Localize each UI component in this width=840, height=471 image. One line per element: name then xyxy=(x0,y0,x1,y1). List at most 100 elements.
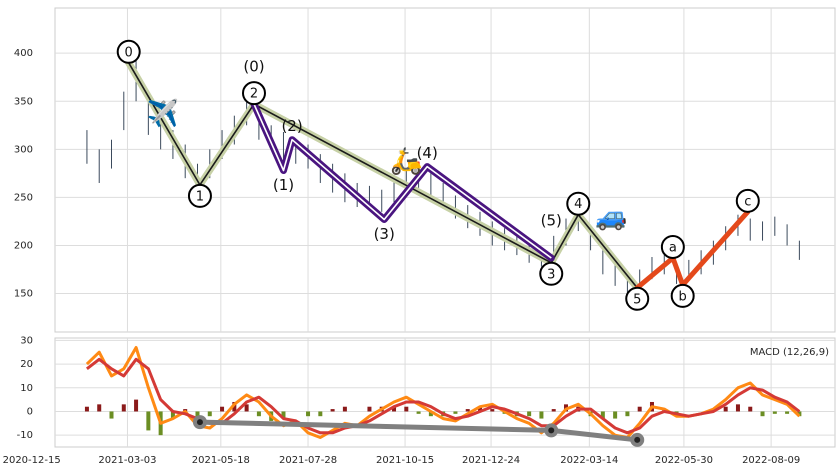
wave-label-circle xyxy=(539,261,564,286)
y-tick-label: 300 xyxy=(14,144,33,155)
wave-label: b xyxy=(679,289,687,304)
histogram-bar xyxy=(207,411,212,417)
histogram-bar xyxy=(121,404,126,412)
histogram-bar xyxy=(428,411,433,417)
y-tick-label: 350 xyxy=(14,96,33,107)
x-tick-label: 2022-05-30 xyxy=(655,455,713,466)
y-tick-label: 250 xyxy=(14,192,33,203)
histogram-bar xyxy=(551,409,556,412)
wave-label-circle xyxy=(187,183,212,208)
wave-label: 5 xyxy=(633,292,641,307)
histogram-bar xyxy=(330,409,335,412)
histogram-bar xyxy=(637,406,642,412)
wave-label: 0 xyxy=(125,45,133,60)
icon: 🛵 xyxy=(390,146,422,176)
wave-label-circle xyxy=(625,286,650,311)
histogram-bar xyxy=(797,411,802,417)
histogram-bar xyxy=(109,411,114,419)
wave-label: (0) xyxy=(243,58,264,76)
x-tick-label: 2021-07-28 xyxy=(279,455,337,466)
y-tick-label: 400 xyxy=(14,48,33,59)
divergence-dot xyxy=(196,419,203,426)
histogram-bar xyxy=(170,411,175,419)
histogram-bar xyxy=(735,404,740,412)
wave-label: 4 xyxy=(574,197,582,212)
wave-label: 2 xyxy=(250,87,258,102)
x-tick-label: 2020-12-15 xyxy=(3,455,61,466)
divergence-dot xyxy=(634,436,641,443)
histogram-bar xyxy=(306,411,311,417)
y-tick-label: 0 xyxy=(27,406,33,417)
histogram-bar xyxy=(490,409,495,412)
wave-line-core xyxy=(253,103,552,259)
x-tick-label: 2021-03-03 xyxy=(98,455,156,466)
histogram-bar xyxy=(748,406,753,412)
histogram-bar xyxy=(134,399,139,412)
wave-label: c xyxy=(744,194,751,209)
histogram-bar xyxy=(723,406,728,412)
x-tick-label: 2022-08-09 xyxy=(742,455,800,466)
wave-label: (2) xyxy=(281,117,302,135)
wave-label: (3) xyxy=(374,225,395,243)
y-tick-label: -10 xyxy=(17,430,33,441)
icon: ✈️ xyxy=(147,97,179,129)
wave-label: a xyxy=(669,240,677,255)
icon: 🚙 xyxy=(595,202,627,232)
y-tick-label: 10 xyxy=(20,383,33,394)
histogram-bar xyxy=(600,411,605,419)
histogram-bar xyxy=(392,406,397,412)
x-tick-label: 2022-03-14 xyxy=(560,455,618,466)
histogram-bar xyxy=(772,411,777,414)
histogram-bar xyxy=(256,411,261,417)
histogram-bar xyxy=(367,406,372,412)
histogram-bar xyxy=(539,411,544,419)
histogram-bar xyxy=(232,401,237,412)
histogram-bar xyxy=(453,411,458,414)
histogram-bar xyxy=(416,411,421,414)
y-tick-label: 200 xyxy=(14,240,33,251)
wave-line-core xyxy=(128,62,638,289)
histogram-bar xyxy=(785,411,790,414)
histogram-bar xyxy=(84,406,89,412)
wave-label: 1 xyxy=(196,189,204,204)
divergence-line xyxy=(197,419,640,443)
wave-label: (5) xyxy=(541,211,562,229)
x-tick-label: 2021-05-18 xyxy=(192,455,250,466)
histogram-bar xyxy=(404,406,409,412)
wave-label: (1) xyxy=(273,176,294,194)
y-tick-label: 150 xyxy=(14,289,33,300)
wave-line xyxy=(634,209,751,291)
histogram-bar xyxy=(465,409,470,412)
histogram-bar xyxy=(318,411,323,417)
wave-line xyxy=(125,59,641,292)
y-tick-label: 20 xyxy=(20,359,33,370)
legend-label: MACD (12,26,9) xyxy=(750,347,829,358)
wave-label-circle xyxy=(116,39,141,64)
x-tick-label: 2021-12-24 xyxy=(462,455,520,466)
histogram-bar xyxy=(478,406,483,412)
histogram-bar xyxy=(97,404,102,412)
price-frame xyxy=(54,7,836,333)
histogram-bar xyxy=(527,411,532,417)
macd-frame xyxy=(54,337,836,448)
histogram-bar xyxy=(613,411,618,419)
x-tick-label: 2021-10-15 xyxy=(376,455,434,466)
y-tick-label: 30 xyxy=(20,335,33,346)
divergence-dot xyxy=(548,427,555,434)
histogram-bar xyxy=(342,406,347,412)
wave-label-circle xyxy=(735,188,760,213)
wave-label-circle xyxy=(670,283,695,308)
histogram-bar xyxy=(220,406,225,412)
macd-line xyxy=(85,346,801,439)
wave-label-circle xyxy=(241,81,266,106)
wave-label: 3 xyxy=(547,267,555,282)
wave-label: (4) xyxy=(417,144,438,162)
histogram-bar xyxy=(146,411,151,431)
histogram-bar xyxy=(281,411,286,419)
wave-label-circle xyxy=(566,191,591,216)
histogram-bar xyxy=(625,411,630,417)
histogram-bar xyxy=(195,411,200,419)
histogram-bar xyxy=(244,404,249,412)
wave-label-circle xyxy=(660,234,685,259)
